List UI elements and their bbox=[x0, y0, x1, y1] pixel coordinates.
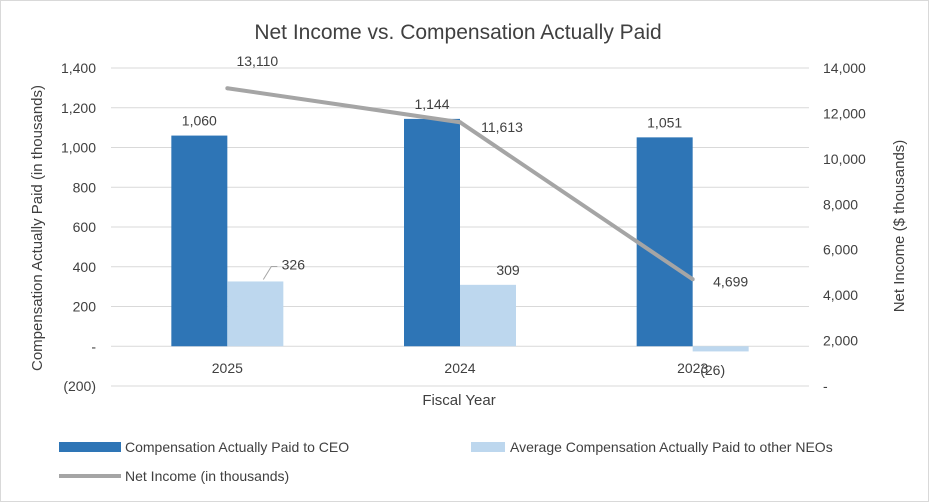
legend-swatch-ceo bbox=[59, 442, 121, 452]
leader-line bbox=[262, 265, 278, 280]
x-axis-title: Fiscal Year bbox=[422, 392, 495, 409]
legend-label-neo: Average Compensation Actually Paid to ot… bbox=[510, 439, 833, 455]
neo-bar bbox=[460, 284, 516, 347]
y2-tick-label: - bbox=[823, 378, 828, 394]
y2-tick-label: 6,000 bbox=[823, 242, 858, 258]
ceo-bar bbox=[404, 118, 460, 347]
y-tick-label: 800 bbox=[73, 179, 97, 195]
net-income-data-label: 11,613 bbox=[481, 119, 523, 135]
ceo-data-label: 1,051 bbox=[647, 114, 682, 130]
net-income-point bbox=[225, 86, 230, 91]
legend-label-net-income: Net Income (in thousands) bbox=[125, 468, 289, 484]
y2-tick-label: 10,000 bbox=[823, 151, 866, 167]
ceo-data-label: 1,144 bbox=[414, 96, 449, 112]
neo-bar bbox=[692, 346, 749, 352]
y-tick-label: 1,400 bbox=[61, 60, 96, 76]
axes: (200) - 200 400 600 800 1,000 1,200 1,400 - 2,000 4… bbox=[61, 60, 866, 394]
y-axis-title: Compensation Actually Paid (in thousands… bbox=[29, 85, 46, 371]
net-income-point bbox=[690, 277, 695, 282]
neo-data-label: (26) bbox=[700, 362, 725, 378]
y-tick-label: - bbox=[91, 338, 96, 354]
legend: Compensation Actually Paid to CEO Average… bbox=[59, 439, 833, 484]
y-tick-label: 600 bbox=[73, 219, 97, 235]
line-series bbox=[225, 86, 695, 282]
x-tick-label: 2025 bbox=[212, 360, 243, 376]
y-tick-label: 400 bbox=[73, 259, 97, 275]
neo-data-label: 309 bbox=[496, 262, 520, 278]
ceo-bar bbox=[636, 137, 693, 347]
y-tick-label: 1,000 bbox=[61, 140, 96, 156]
y2-tick-label: 14,000 bbox=[823, 60, 866, 76]
bar-series bbox=[171, 118, 749, 352]
legend-label-ceo: Compensation Actually Paid to CEO bbox=[125, 439, 349, 455]
y2-tick-label: 12,000 bbox=[823, 105, 866, 121]
ceo-data-label: 1,060 bbox=[182, 113, 217, 129]
net-income-data-label: 4,699 bbox=[713, 273, 748, 289]
net-income-point bbox=[458, 120, 462, 125]
x-tick-label: 2024 bbox=[444, 360, 475, 376]
y-tick-label: (200) bbox=[63, 378, 96, 394]
ceo-bar bbox=[171, 135, 228, 347]
x-tick-label: 2023 bbox=[677, 360, 708, 376]
net-income-data-label: 13,110 bbox=[236, 53, 278, 69]
y2-tick-label: 8,000 bbox=[823, 196, 858, 212]
data-labels: 1,060 326 1,144 309 1,051 (26) 13,110 11,613 4,6… bbox=[182, 53, 749, 378]
y2-tick-label: 2,000 bbox=[823, 333, 858, 349]
neo-data-label: 326 bbox=[282, 256, 306, 272]
neo-bar bbox=[227, 281, 284, 347]
y-tick-label: 200 bbox=[73, 299, 97, 315]
y2-tick-label: 4,000 bbox=[823, 287, 858, 303]
legend-swatch-neo bbox=[471, 442, 505, 452]
y-tick-label: 1,200 bbox=[61, 100, 96, 116]
y2-axis-title: Net Income ($ thousands) bbox=[891, 140, 908, 313]
chart-title: Net Income vs. Compensation Actually Pai… bbox=[254, 21, 661, 44]
